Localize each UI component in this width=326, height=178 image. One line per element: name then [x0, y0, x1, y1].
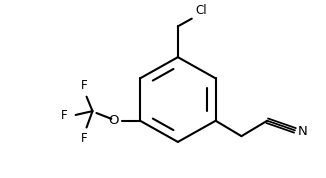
Text: O: O [108, 114, 118, 127]
Text: N: N [298, 125, 308, 138]
Text: F: F [61, 109, 68, 122]
Text: F: F [81, 79, 88, 92]
Text: Cl: Cl [196, 4, 207, 17]
Text: F: F [81, 132, 88, 145]
